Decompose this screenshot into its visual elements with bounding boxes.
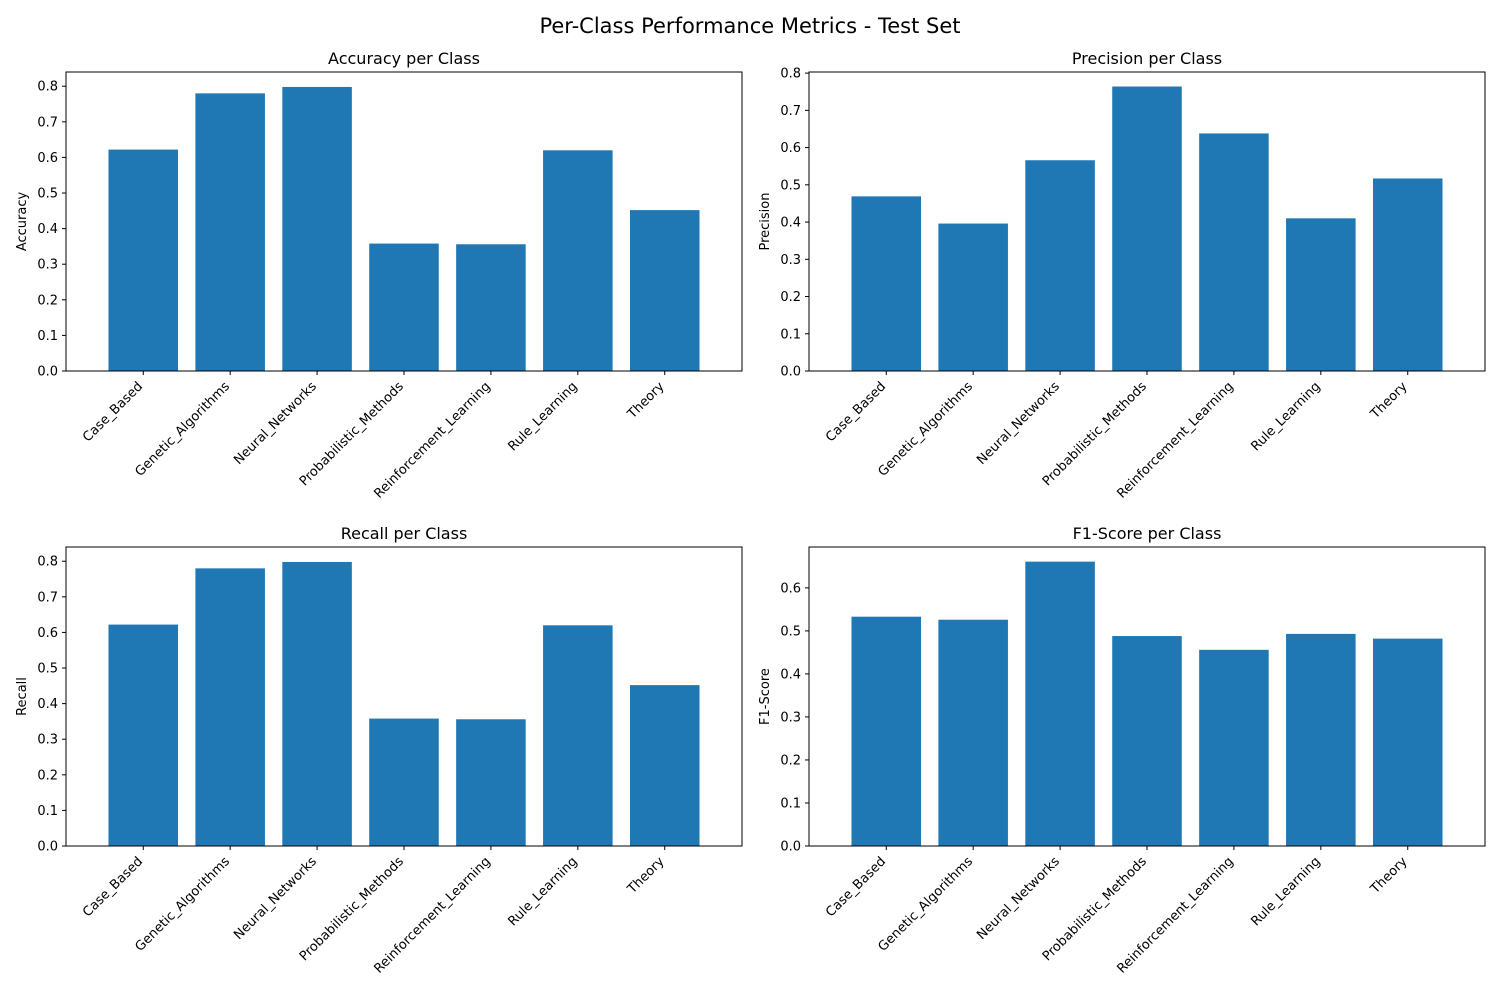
x-tick-label: Case_Based xyxy=(823,379,889,445)
bar-theory xyxy=(629,210,700,371)
x-tick-label: Theory xyxy=(1367,379,1410,422)
bar-reinforcement-learning xyxy=(1199,649,1269,846)
y-axis-label: F1-Score xyxy=(758,668,773,725)
bar-theory xyxy=(1372,638,1443,846)
x-tick-label: Theory xyxy=(624,854,667,897)
y-tick-label: 0.6 xyxy=(780,141,801,156)
x-tick-label: Rule_Learning xyxy=(506,854,581,929)
x-tick-label: Neural_Networks xyxy=(974,854,1063,943)
x-tick-label: Theory xyxy=(1367,854,1410,897)
bar-probabilistic-methods xyxy=(1112,86,1182,372)
y-tick-label: 0.7 xyxy=(37,115,58,130)
y-tick-label: 0.6 xyxy=(780,581,801,596)
y-tick-label: 0.7 xyxy=(780,104,801,119)
y-tick-label: 0.2 xyxy=(780,290,801,305)
x-tick-label: Genetic_Algorithms xyxy=(133,379,234,480)
y-tick-label: 0.4 xyxy=(37,697,58,712)
y-axis-label: Accuracy xyxy=(15,192,30,252)
y-tick-label: 0.8 xyxy=(37,555,58,570)
bar-case-based xyxy=(108,624,179,846)
x-tick-label: Rule_Learning xyxy=(506,379,581,454)
y-tick-label: 0.6 xyxy=(37,626,58,641)
y-tick-label: 0.4 xyxy=(780,216,801,231)
subplot-title: Precision per Class xyxy=(1072,49,1222,68)
subplot-1: 0.0 0.1 0.2 0.3 0.4 0.5 0.6 0.7 0.8 Case_BasedGen… xyxy=(15,49,743,502)
x-tick-label: Rule_Learning xyxy=(1249,854,1324,929)
y-tick-label: 0.2 xyxy=(37,293,58,308)
x-tick-label: Theory xyxy=(624,379,667,422)
subplot-2: 0.0 0.1 0.2 0.3 0.4 0.5 0.6 0.7 0.8 Case_BasedGen… xyxy=(758,49,1486,502)
y-tick-label: 0.1 xyxy=(780,796,801,811)
y-tick-label: 0.0 xyxy=(37,840,58,855)
x-tick-label: Genetic_Algorithms xyxy=(876,379,977,480)
x-tick-label: Rule_Learning xyxy=(1249,379,1324,454)
x-tick-label: Case_Based xyxy=(823,854,889,920)
y-tick-label: 0.5 xyxy=(780,178,801,193)
y-tick-label: 0.5 xyxy=(37,187,58,202)
y-tick-label: 0.4 xyxy=(37,222,58,237)
subplot-title: Accuracy per Class xyxy=(328,49,480,68)
x-tick-label: Neural_Networks xyxy=(231,379,320,468)
y-tick-label: 0.4 xyxy=(780,667,801,682)
y-tick-label: 0.6 xyxy=(37,151,58,166)
bar-rule-learning xyxy=(1286,633,1356,846)
bar-genetic-algorithms xyxy=(938,223,1008,371)
y-axis-label: Precision xyxy=(758,192,773,250)
y-tick-label: 0.0 xyxy=(780,840,801,855)
y-tick-label: 0.0 xyxy=(780,365,801,380)
bar-neural-networks xyxy=(282,561,352,846)
x-tick-label: Neural_Networks xyxy=(231,854,320,943)
y-tick-label: 0.5 xyxy=(37,662,58,677)
bar-probabilistic-methods xyxy=(369,243,439,371)
y-tick-label: 0.3 xyxy=(37,733,58,748)
y-tick-label: 0.1 xyxy=(37,804,58,819)
bar-rule-learning xyxy=(543,150,613,371)
x-tick-label: Case_Based xyxy=(80,854,146,920)
y-tick-label: 0.2 xyxy=(37,768,58,783)
bar-genetic-algorithms xyxy=(195,568,265,846)
y-tick-label: 0.0 xyxy=(37,365,58,380)
bar-probabilistic-methods xyxy=(1112,636,1182,846)
x-tick-label: Genetic_Algorithms xyxy=(133,854,234,955)
bar-reinforcement-learning xyxy=(1199,133,1269,371)
bar-neural-networks xyxy=(282,86,352,371)
x-tick-label: Case_Based xyxy=(80,379,146,445)
bar-case-based xyxy=(851,196,922,371)
y-tick-label: 0.7 xyxy=(37,590,58,605)
bar-genetic-algorithms xyxy=(195,93,265,372)
y-tick-label: 0.3 xyxy=(780,253,801,268)
bar-case-based xyxy=(851,616,922,846)
bar-reinforcement-learning xyxy=(456,719,526,846)
y-axis-label: Recall xyxy=(15,677,30,716)
y-tick-label: 0.8 xyxy=(780,67,801,82)
x-tick-label: Genetic_Algorithms xyxy=(876,854,977,955)
bar-reinforcement-learning xyxy=(456,244,526,371)
bar-rule-learning xyxy=(1286,218,1356,371)
y-tick-label: 0.3 xyxy=(37,258,58,273)
bar-theory xyxy=(629,685,700,846)
figure-title: Per-Class Performance Metrics - Test Set xyxy=(539,14,961,38)
y-tick-label: 0.5 xyxy=(780,624,801,639)
subplot-3: 0.0 0.1 0.2 0.3 0.4 0.5 0.6 0.7 0.8 Case_BasedGen… xyxy=(15,524,743,977)
y-tick-label: 0.1 xyxy=(37,329,58,344)
bar-probabilistic-methods xyxy=(369,718,439,846)
y-tick-label: 0.8 xyxy=(37,80,58,95)
y-tick-label: 0.3 xyxy=(780,710,801,725)
bar-neural-networks xyxy=(1025,561,1095,846)
bar-theory xyxy=(1372,178,1443,371)
bar-genetic-algorithms xyxy=(938,619,1008,846)
bar-rule-learning xyxy=(543,625,613,846)
y-tick-label: 0.2 xyxy=(780,753,801,768)
subplot-4: 0.0 0.1 0.2 0.3 0.4 0.5 0.6 Case_BasedGenetic_A… xyxy=(758,524,1486,977)
y-tick-label: 0.1 xyxy=(780,327,801,342)
x-tick-label: Neural_Networks xyxy=(974,379,1063,468)
bar-neural-networks xyxy=(1025,160,1095,371)
subplot-title: Recall per Class xyxy=(341,524,468,543)
subplot-title: F1-Score per Class xyxy=(1073,524,1222,543)
bar-case-based xyxy=(108,149,179,371)
